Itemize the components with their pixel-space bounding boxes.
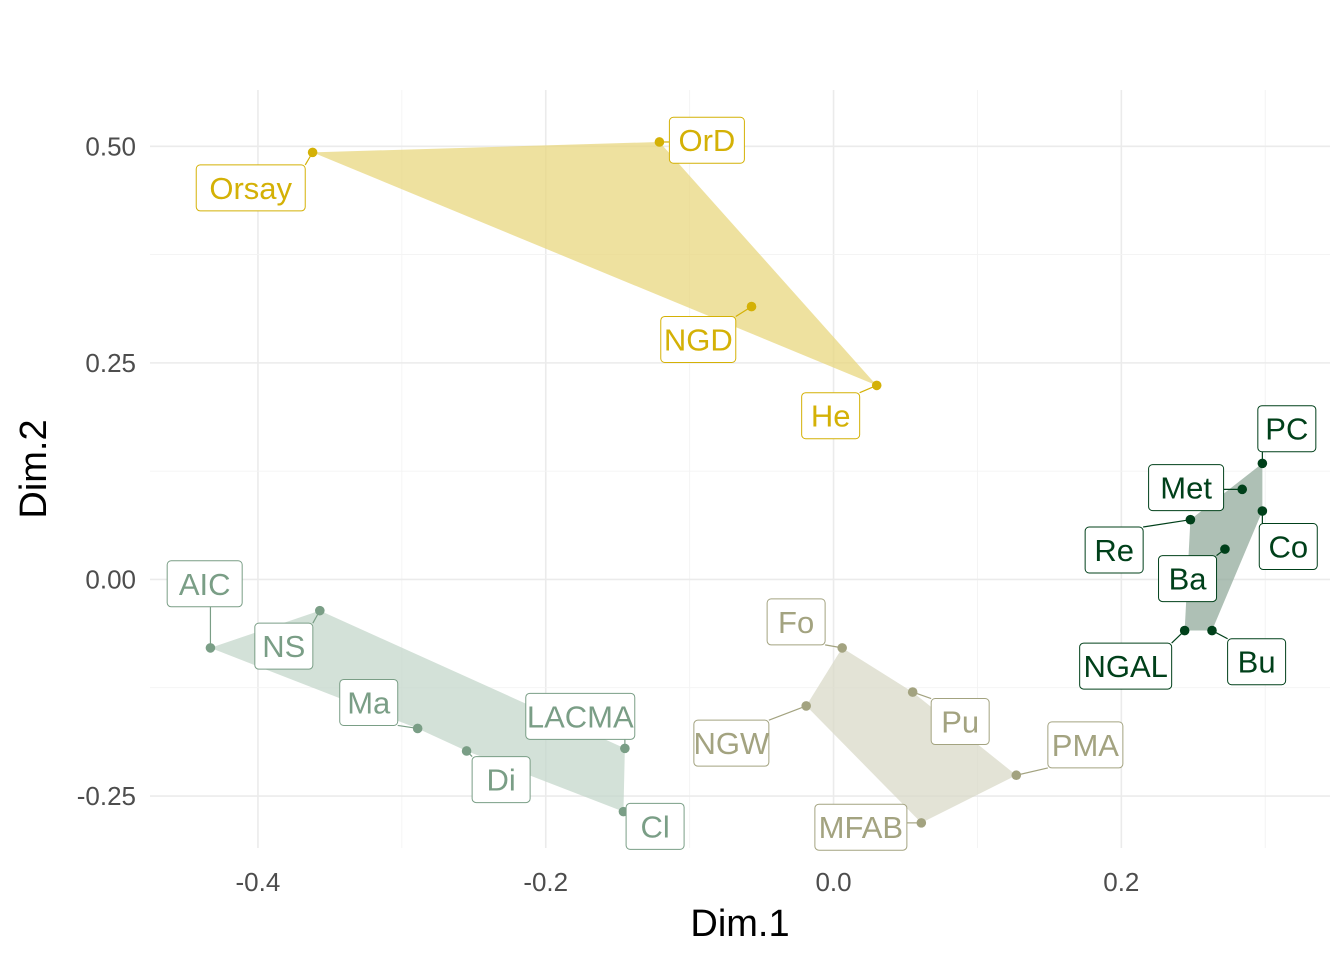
label-leader-line bbox=[912, 691, 932, 700]
point-label-box bbox=[166, 560, 243, 608]
label-leader-line bbox=[312, 610, 321, 624]
x-tick-label: -0.4 bbox=[236, 867, 281, 897]
point-label: NGW bbox=[693, 726, 770, 761]
point-label: NGAL bbox=[1083, 649, 1167, 684]
point-label: Bu bbox=[1238, 645, 1276, 680]
x-tick-label: -0.2 bbox=[523, 867, 568, 897]
point-label: Cl bbox=[640, 809, 669, 844]
label-leader-line bbox=[397, 724, 418, 730]
label-leader-line bbox=[1211, 630, 1228, 640]
point-label-box bbox=[1148, 464, 1225, 512]
point-label-box bbox=[1158, 555, 1218, 603]
point-label-box bbox=[668, 116, 745, 164]
point-label-box bbox=[471, 756, 531, 804]
point-label: Ma bbox=[347, 685, 391, 720]
point-labels: Orsay OrD NGD He AIC NS Ma Di LACMA Cl Fo Pu NGW PMA M… bbox=[166, 116, 1318, 851]
point-label-box bbox=[525, 692, 636, 740]
point-label-box bbox=[1079, 642, 1173, 690]
y-tick-label: 0.50 bbox=[85, 131, 136, 161]
label-leader-line bbox=[1143, 519, 1191, 528]
label-leader-line bbox=[1216, 548, 1226, 557]
label-leader-line bbox=[768, 705, 807, 721]
point-label: Di bbox=[486, 763, 515, 798]
point-label-box bbox=[195, 164, 306, 212]
data-points bbox=[205, 137, 1268, 828]
label-leader-line bbox=[735, 306, 752, 317]
point-label: Co bbox=[1268, 530, 1308, 565]
point-label: Met bbox=[1160, 471, 1212, 506]
point-label-box bbox=[693, 719, 770, 767]
y-tick-label: 0.25 bbox=[85, 348, 136, 378]
point-label-box bbox=[1084, 526, 1144, 574]
point-label: PC bbox=[1265, 412, 1308, 447]
label-leader-line bbox=[859, 384, 877, 394]
point-label-box bbox=[1258, 523, 1318, 571]
cluster-hull bbox=[312, 141, 877, 386]
label-leader-line bbox=[1016, 767, 1049, 776]
point-label-box bbox=[1257, 405, 1317, 453]
x-tick-label: 0.0 bbox=[815, 867, 851, 897]
point-label: NS bbox=[262, 629, 305, 664]
y-tick-label: 0.00 bbox=[85, 564, 136, 594]
point-label-box bbox=[660, 315, 737, 363]
point-label: Orsay bbox=[209, 171, 292, 206]
y-tick-label: -0.25 bbox=[77, 781, 136, 811]
point-label: OrD bbox=[678, 123, 735, 158]
cluster-hull bbox=[806, 647, 1017, 823]
point-label-box bbox=[801, 392, 861, 440]
point-label-box bbox=[1047, 721, 1124, 769]
point-label-box bbox=[814, 803, 908, 851]
point-label: AIC bbox=[179, 567, 231, 602]
label-leader-line bbox=[825, 644, 843, 649]
data-point bbox=[412, 723, 423, 734]
point-label-box bbox=[339, 678, 399, 726]
label-leader-line bbox=[304, 152, 314, 166]
point-label: LACMA bbox=[527, 699, 634, 734]
point-label-box bbox=[625, 802, 685, 850]
point-label: MFAB bbox=[819, 810, 903, 845]
x-axis-title: Dim.1 bbox=[690, 903, 789, 945]
tick-labels: -0.4 -0.2 0.0 0.2 -0.25 0.00 0.25 0.50 bbox=[77, 131, 1140, 897]
point-label: He bbox=[811, 399, 851, 434]
label-leader-line bbox=[466, 750, 473, 757]
point-label-box bbox=[254, 622, 314, 670]
x-tick-label: 0.2 bbox=[1103, 867, 1139, 897]
point-label-box bbox=[766, 598, 826, 646]
point-label-box bbox=[930, 698, 990, 746]
point-label: Re bbox=[1094, 533, 1134, 568]
point-label-box bbox=[1227, 638, 1287, 686]
y-axis-title: Dim.2 bbox=[13, 419, 55, 518]
point-label: PMA bbox=[1052, 728, 1120, 763]
label-leader-line bbox=[1171, 630, 1186, 644]
point-label: Ba bbox=[1169, 562, 1208, 597]
point-label: Pu bbox=[941, 705, 979, 740]
point-label: Fo bbox=[778, 605, 814, 640]
point-label: NGD bbox=[664, 322, 733, 357]
